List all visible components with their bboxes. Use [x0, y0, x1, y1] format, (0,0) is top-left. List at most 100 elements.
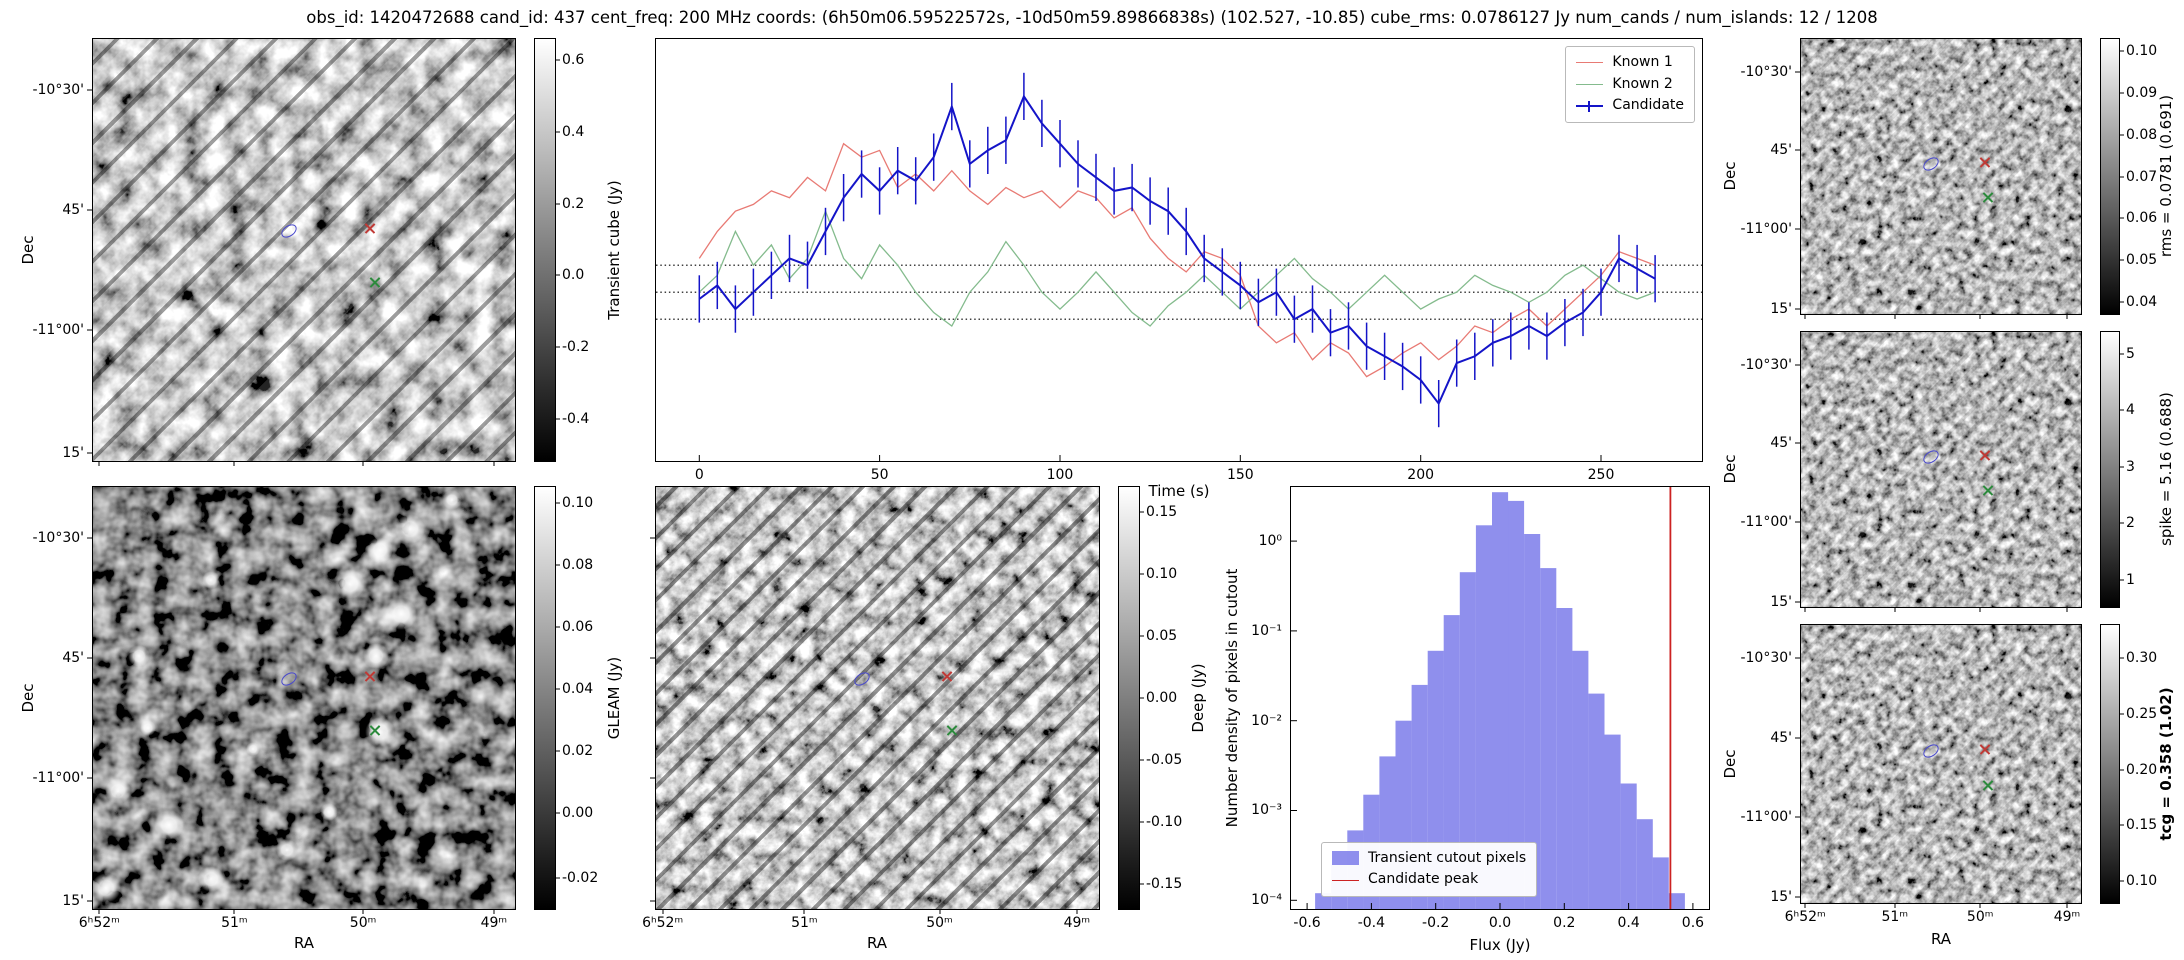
tcg-image: -10°30' 45' -11°00' 15' 6ʰ52ᵐ 51ᵐ 50ᵐ 49ᵐ: [1740, 624, 2082, 925]
dec-tick-mark: [87, 452, 92, 454]
colorbar-tick-label: 0.10: [562, 494, 594, 511]
ra-tick-mark: [2066, 314, 2068, 319]
colorbar-tick-label: 0.30: [2126, 650, 2158, 667]
dec-tick-label: -10°30': [1740, 650, 1792, 667]
colorbar-tick-label: 2: [2126, 515, 2135, 532]
dec-tick-label: -10°30': [32, 81, 84, 98]
colorbar-tick-mark: [2119, 134, 2124, 136]
time-tick-label: 250: [1587, 467, 1615, 483]
known1-line-icon: [1576, 62, 1604, 64]
colorbar-tick-label: 0.04: [2126, 293, 2158, 310]
colorbar-tick-mark: [555, 502, 560, 504]
point-source-blob: [366, 537, 393, 564]
time-tick-label: 150: [1226, 467, 1254, 483]
time-tick-label: 0: [694, 467, 704, 483]
density-tick-label: 10⁰: [1258, 533, 1282, 550]
colorbar-tick-mark: [1139, 821, 1144, 823]
dec-tick-label: 45': [1770, 435, 1792, 452]
colorbar-tick-label: 0.15: [1146, 504, 1178, 521]
flux-tick-label: -0.6: [1293, 915, 1321, 931]
dec-tick-mark: [1795, 601, 1800, 602]
dec-tick-label: 45': [1770, 729, 1792, 746]
dec-tick-mark: [1795, 521, 1800, 523]
dec-tick-mark: [87, 657, 92, 659]
ra-axis-label: RA: [293, 934, 315, 952]
point-source-blob: [362, 642, 389, 669]
ra-tick-label: 51ᵐ: [221, 915, 248, 931]
dec-tick-mark: [1795, 816, 1800, 818]
colorbar-tick-label: 0.0: [562, 267, 585, 284]
dec-axis-label: Dec: [1721, 454, 1739, 484]
colorbar-tick-mark: [1139, 697, 1144, 699]
colorbar-tick-label: 0.2: [562, 195, 585, 212]
dec-tick-label: 15': [1770, 889, 1792, 906]
colorbar-tick-label: 0.00: [1146, 690, 1178, 706]
dec-tick-mark: [1795, 896, 1800, 898]
ra-axis-label: RA: [1930, 930, 1952, 948]
colorbar-tick-label: 1: [2126, 571, 2135, 588]
dec-tick-mark: [1795, 308, 1800, 309]
ra-axis-label: RA: [866, 934, 888, 952]
legend-label: Transient cutout pixels: [1368, 849, 1527, 866]
density-tick-label: 10⁻¹: [1251, 622, 1282, 639]
dec-tick-mark: [650, 777, 655, 779]
colorbar-tick-label: -0.02: [562, 869, 599, 886]
point-source-blob: [276, 838, 299, 861]
dec-tick-mark: [1795, 442, 1800, 444]
dec-tick-mark: [87, 209, 92, 211]
colorbar-tick-mark: [1139, 511, 1144, 513]
legend-label: Candidate: [1612, 97, 1684, 114]
histogram-swatch-icon: [1332, 851, 1359, 866]
dec-tick-mark: [87, 777, 92, 779]
colorbar-tick-mark: [2119, 657, 2124, 659]
ra-tick-label: 6ʰ52ᵐ: [1784, 909, 1826, 925]
legend-item-cutout-pixels: Transient cutout pixels: [1332, 848, 1526, 870]
legend-item-known2: Known 2: [1576, 74, 1684, 96]
colorbar-tick-label: 5: [2126, 346, 2135, 362]
colorbar-tick-label: -0.4: [562, 410, 590, 427]
colorbar-tick-label: 0.00: [562, 805, 594, 822]
point-source-blob: [441, 489, 462, 510]
colorbar-tick-label: 0.05: [2126, 251, 2158, 268]
deep-noise-image: [656, 487, 1099, 909]
colorbar-tick-label: -0.2: [562, 339, 590, 356]
diagonal-stripes: [656, 487, 1099, 909]
colorbar-tick-mark: [555, 564, 560, 566]
colorbar-tick-mark: [2119, 353, 2124, 355]
point-source-blob: [364, 716, 395, 747]
ra-tick-mark: [1804, 314, 1806, 319]
time-tick-label: 100: [1046, 467, 1074, 483]
point-source-blob: [139, 719, 156, 736]
flux-tick-label: 0.2: [1553, 915, 1576, 931]
colorbar-tick-mark: [2119, 217, 2124, 219]
dec-tick-mark: [650, 657, 655, 659]
candidate-errorbar-icon: [1576, 101, 1604, 113]
tcg-noise-image: [1801, 625, 2081, 903]
legend-label: Candidate peak: [1368, 871, 1479, 888]
ra-tick-mark: [98, 461, 100, 466]
point-source-blob: [198, 866, 225, 893]
colorbar-tick-mark: [2119, 259, 2124, 261]
density-tick-label: 10⁻³: [1251, 802, 1282, 819]
spike-noise-image: [1801, 332, 2081, 607]
colorbar-tick-label: 0.08: [562, 557, 594, 574]
dec-tick-label: -10°30': [1740, 64, 1792, 80]
colorbar-tick-label: 0.02: [562, 743, 594, 760]
dec-tick-mark: [1795, 228, 1800, 230]
flux-tick-label: 0.4: [1617, 915, 1640, 931]
ra-tick-label: 49ᵐ: [1063, 915, 1091, 931]
colorbar-tick-mark: [555, 750, 560, 752]
ra-tick-mark: [98, 909, 100, 914]
colorbar-tick-label: 0.10: [2126, 872, 2158, 889]
point-source-blob: [202, 570, 221, 589]
colorbar-tick-label: -0.15: [1146, 875, 1183, 892]
dec-tick-label: -11°00': [32, 322, 84, 339]
flux-tick-label: -0.2: [1422, 915, 1450, 931]
legend-item-candidate: Candidate: [1576, 95, 1684, 117]
point-source-blob: [394, 514, 425, 545]
ra-tick-mark: [493, 909, 495, 914]
colorbar-tick-mark: [555, 626, 560, 628]
colorbar-tick-mark: [1139, 883, 1144, 885]
colorbar-tick-mark: [555, 59, 560, 61]
